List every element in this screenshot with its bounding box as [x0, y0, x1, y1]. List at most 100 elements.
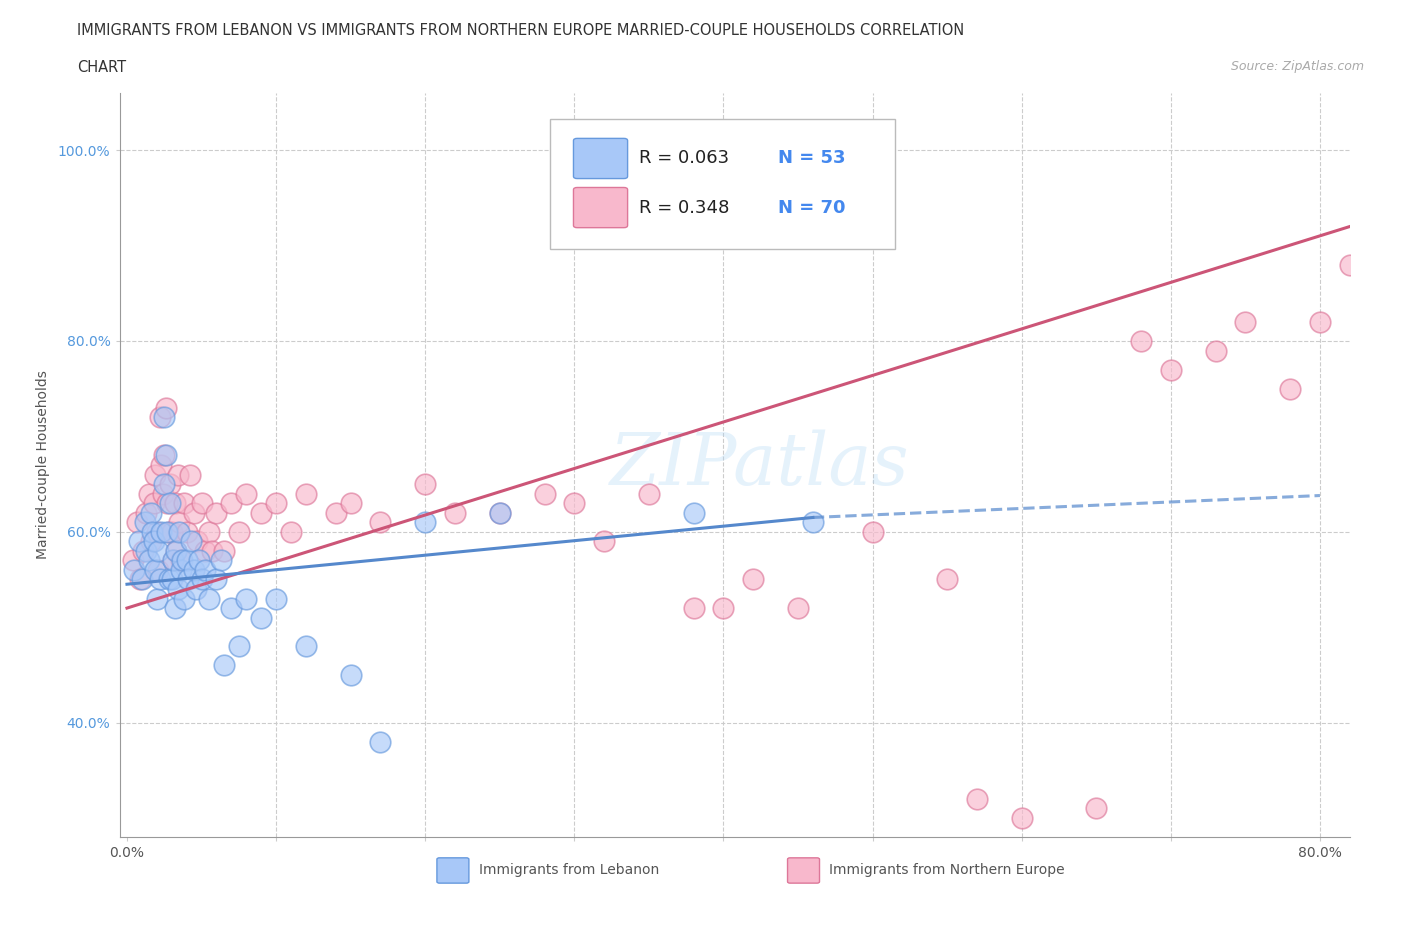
Point	[205, 572, 228, 587]
Point	[1011, 810, 1033, 825]
Point	[148, 563, 170, 578]
Point	[1085, 801, 1108, 816]
Text: N = 53: N = 53	[778, 150, 845, 167]
Point	[221, 496, 243, 511]
Point	[235, 591, 257, 606]
Text: IMMIGRANTS FROM LEBANON VS IMMIGRANTS FROM NORTHERN EUROPE MARRIED-COUPLE HOUSEH: IMMIGRANTS FROM LEBANON VS IMMIGRANTS FR…	[77, 23, 965, 38]
Point	[205, 505, 228, 520]
Point	[141, 525, 163, 539]
Point	[295, 486, 318, 501]
Point	[139, 505, 162, 520]
Point	[280, 525, 302, 539]
Point	[179, 467, 201, 482]
Point	[180, 534, 202, 549]
Point	[682, 505, 704, 520]
Point	[157, 572, 180, 587]
Point	[146, 591, 169, 606]
Point	[488, 505, 510, 520]
Point	[221, 601, 243, 616]
Point	[713, 601, 735, 616]
Point	[742, 572, 765, 587]
Point	[150, 458, 173, 472]
FancyBboxPatch shape	[574, 139, 627, 179]
Point	[176, 553, 198, 568]
Point	[155, 448, 177, 463]
Point	[159, 477, 181, 492]
FancyBboxPatch shape	[550, 119, 894, 249]
Point	[295, 639, 318, 654]
Point	[146, 525, 169, 539]
Point	[190, 572, 212, 587]
Point	[142, 496, 165, 511]
Point	[212, 543, 235, 558]
Point	[157, 525, 180, 539]
Point	[138, 553, 160, 568]
Point	[193, 543, 215, 558]
Point	[250, 610, 273, 625]
Text: N = 70: N = 70	[778, 199, 845, 217]
Text: Source: ZipAtlas.com: Source: ZipAtlas.com	[1230, 60, 1364, 73]
Point	[682, 601, 704, 616]
Point	[209, 553, 232, 568]
Point	[129, 572, 152, 587]
Point	[593, 534, 616, 549]
Point	[264, 591, 287, 606]
Text: Immigrants from Northern Europe: Immigrants from Northern Europe	[830, 863, 1064, 878]
Point	[155, 400, 177, 415]
Text: ZIPatlas: ZIPatlas	[609, 430, 910, 500]
Point	[152, 486, 174, 501]
Point	[339, 496, 361, 511]
Point	[143, 467, 166, 482]
Point	[201, 543, 224, 558]
Point	[187, 553, 209, 568]
Point	[1205, 343, 1227, 358]
Point	[122, 553, 145, 568]
Point	[156, 525, 179, 539]
Point	[160, 572, 183, 587]
Point	[488, 505, 510, 520]
Point	[444, 505, 467, 520]
Y-axis label: Married-couple Households: Married-couple Households	[35, 370, 49, 560]
Point	[264, 496, 287, 511]
Point	[212, 658, 235, 672]
Text: Immigrants from Lebanon: Immigrants from Lebanon	[478, 863, 659, 878]
Point	[370, 734, 392, 749]
Point	[966, 791, 988, 806]
Point	[165, 543, 187, 558]
Point	[149, 410, 172, 425]
Point	[127, 515, 149, 530]
FancyBboxPatch shape	[437, 857, 470, 884]
Point	[134, 515, 156, 530]
Point	[250, 505, 273, 520]
Point	[156, 496, 179, 511]
Point	[235, 486, 257, 501]
Point	[166, 581, 188, 596]
Point	[162, 553, 184, 568]
FancyBboxPatch shape	[574, 188, 627, 228]
Point	[162, 553, 184, 568]
Point	[165, 543, 187, 558]
Point	[169, 563, 191, 578]
Point	[153, 477, 176, 492]
Point	[138, 486, 160, 501]
Point	[139, 534, 162, 549]
Point	[163, 601, 186, 616]
Point	[562, 496, 585, 511]
Point	[533, 486, 555, 501]
Point	[172, 553, 194, 568]
Point	[183, 505, 205, 520]
Point	[1279, 381, 1302, 396]
Point	[169, 553, 191, 568]
Text: R = 0.348: R = 0.348	[638, 199, 730, 217]
Point	[198, 591, 221, 606]
Point	[148, 543, 170, 558]
Point	[132, 543, 155, 558]
Point	[176, 525, 198, 539]
Point	[325, 505, 347, 520]
Point	[370, 515, 392, 530]
Point	[177, 572, 200, 587]
Point	[143, 563, 166, 578]
Point	[167, 515, 190, 530]
Point	[1234, 314, 1257, 329]
Point	[131, 572, 153, 587]
